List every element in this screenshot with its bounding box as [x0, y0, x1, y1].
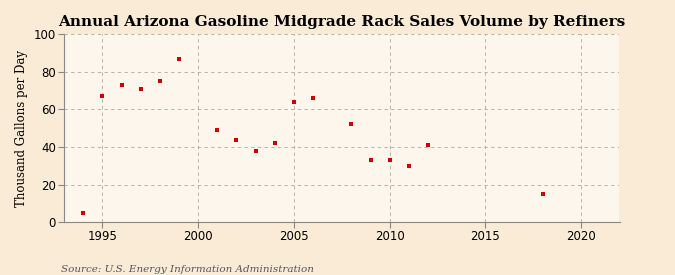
Point: [269, 141, 280, 145]
Point: [78, 211, 88, 215]
Point: [116, 83, 127, 87]
Point: [346, 122, 357, 127]
Point: [155, 79, 165, 84]
Point: [136, 87, 146, 91]
Point: [212, 128, 223, 132]
Point: [365, 158, 376, 162]
Point: [231, 137, 242, 142]
Point: [384, 158, 395, 162]
Point: [250, 148, 261, 153]
Point: [404, 164, 414, 168]
Text: Source: U.S. Energy Information Administration: Source: U.S. Energy Information Administ…: [61, 265, 314, 274]
Y-axis label: Thousand Gallons per Day: Thousand Gallons per Day: [15, 50, 28, 207]
Point: [173, 57, 184, 61]
Point: [288, 100, 299, 104]
Point: [537, 192, 548, 196]
Point: [423, 143, 433, 147]
Title: Annual Arizona Gasoline Midgrade Rack Sales Volume by Refiners: Annual Arizona Gasoline Midgrade Rack Sa…: [58, 15, 626, 29]
Point: [308, 96, 319, 100]
Point: [97, 94, 108, 98]
